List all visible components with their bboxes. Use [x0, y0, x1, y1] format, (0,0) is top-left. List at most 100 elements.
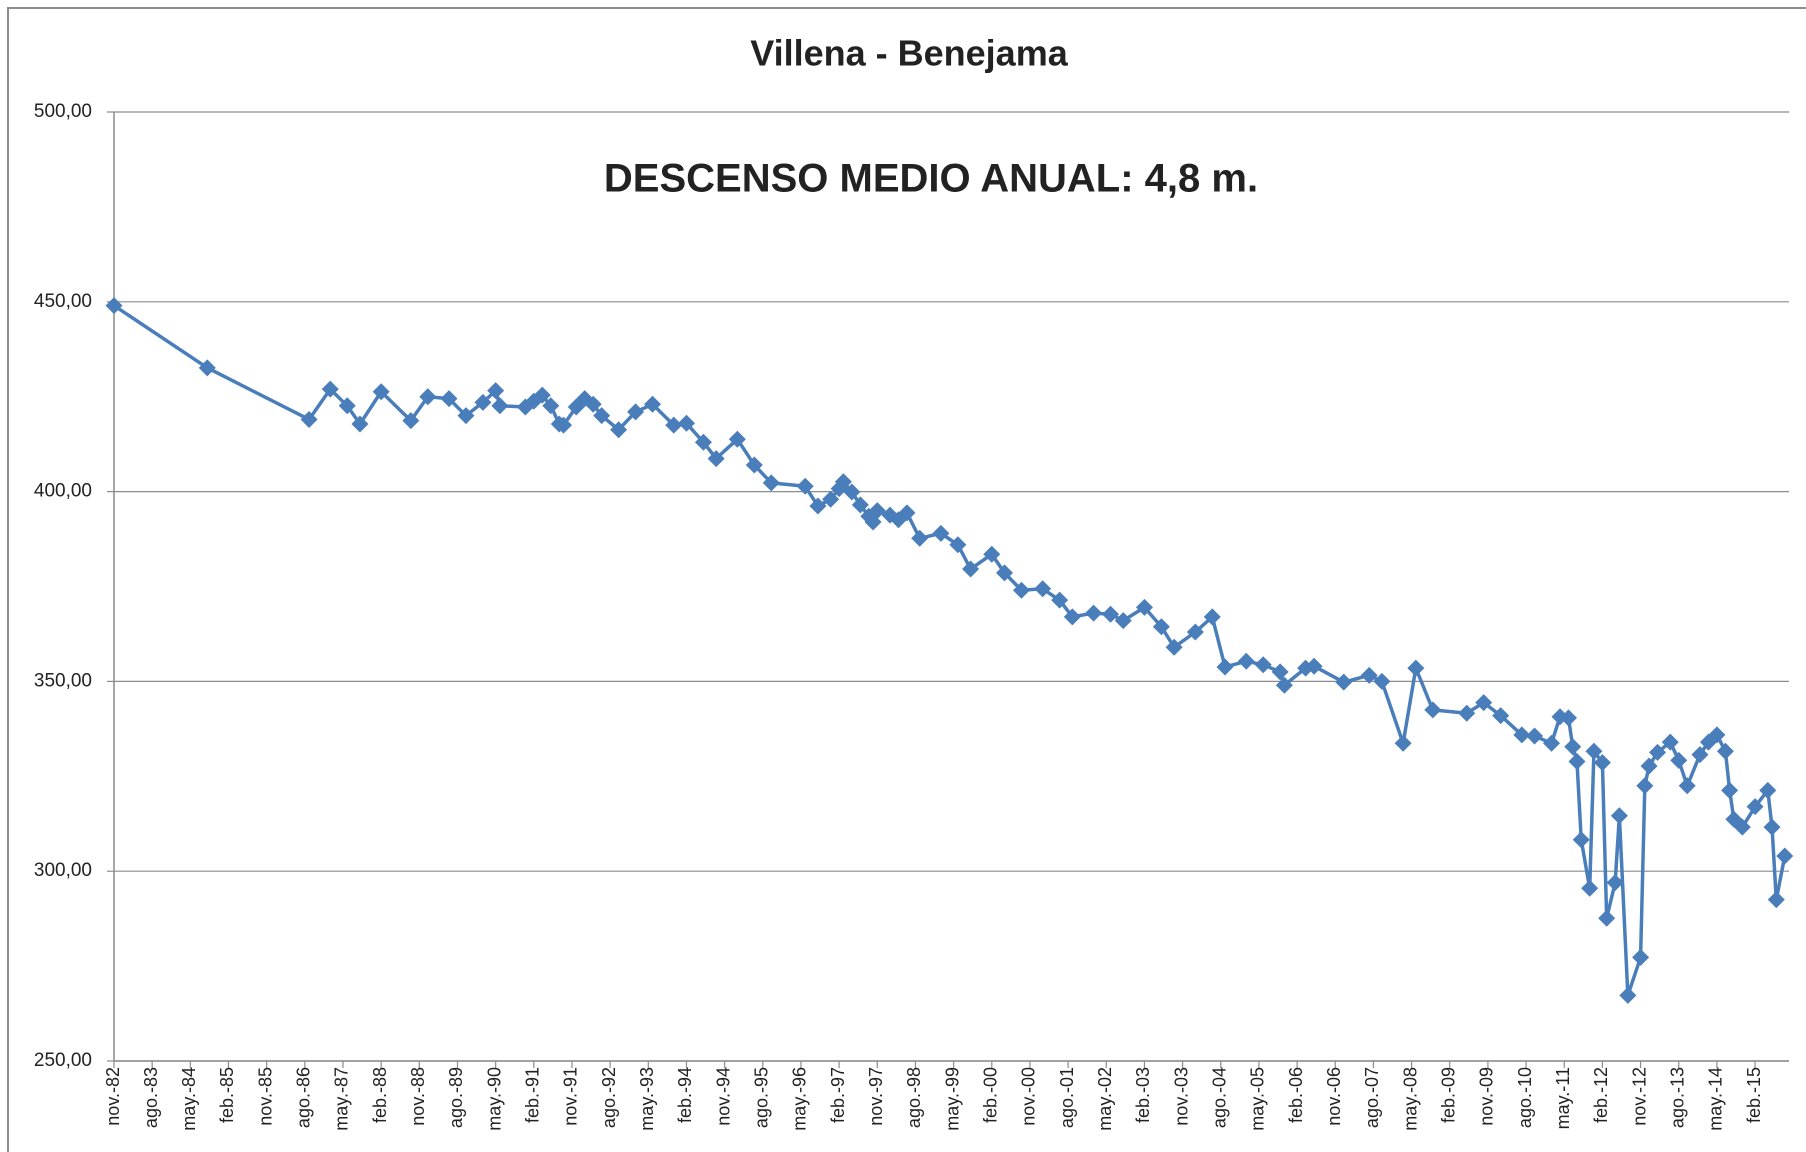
marker — [1568, 752, 1586, 770]
marker — [338, 397, 356, 415]
marker — [1632, 948, 1650, 966]
marker — [1585, 742, 1603, 760]
marker — [1424, 701, 1442, 719]
marker — [351, 415, 369, 433]
marker — [1746, 798, 1764, 816]
marker — [1492, 707, 1510, 725]
marker — [1394, 734, 1412, 752]
y-tick-label: 350,00 — [34, 670, 92, 691]
marker — [1649, 743, 1667, 761]
marker — [1572, 831, 1590, 849]
marker — [627, 403, 645, 421]
x-tick-label: nov.-12 — [1629, 1067, 1649, 1126]
marker — [474, 393, 492, 411]
marker — [745, 456, 763, 474]
marker — [584, 395, 602, 413]
x-tick-label: feb.-88 — [370, 1067, 390, 1123]
x-tick-label: feb.-09 — [1439, 1067, 1459, 1123]
x-tick-label: may.-05 — [1248, 1067, 1268, 1131]
marker — [1526, 727, 1544, 745]
x-tick-label: nov.-97 — [866, 1067, 886, 1126]
marker — [542, 397, 560, 415]
x-tick-label: ago.-01 — [1057, 1067, 1077, 1128]
x-tick-label: feb.-00 — [981, 1067, 1001, 1123]
x-tick-label: feb.-03 — [1133, 1067, 1153, 1123]
x-tick-label: nov.-82 — [103, 1067, 123, 1126]
marker — [809, 497, 827, 515]
marker — [610, 421, 628, 439]
marker — [796, 477, 814, 495]
marker — [1733, 818, 1751, 836]
marker — [1475, 694, 1493, 712]
y-tick-label: 400,00 — [34, 481, 92, 502]
y-tick-label: 500,00 — [34, 101, 92, 122]
marker — [402, 412, 420, 430]
x-tick-label: nov.-09 — [1477, 1067, 1497, 1126]
marker — [1305, 657, 1323, 675]
x-tick-label: nov.-88 — [408, 1067, 428, 1126]
marker — [440, 390, 458, 408]
marker — [491, 397, 509, 415]
marker — [1335, 673, 1353, 691]
marker — [1670, 751, 1688, 769]
x-tick-label: may.-96 — [790, 1067, 810, 1131]
x-tick-label: nov.-00 — [1019, 1067, 1039, 1126]
marker — [1763, 818, 1781, 836]
marker — [694, 433, 712, 451]
x-tick-label: nov.-94 — [713, 1067, 733, 1126]
marker — [1678, 777, 1696, 795]
marker — [962, 560, 980, 578]
marker — [1776, 847, 1794, 865]
marker — [1636, 777, 1654, 795]
marker — [1559, 709, 1577, 727]
marker — [1640, 757, 1658, 775]
marker — [1606, 874, 1624, 892]
x-tick-label: feb.-97 — [828, 1067, 848, 1123]
marker — [1593, 754, 1611, 772]
marker — [868, 502, 886, 520]
marker — [1012, 581, 1030, 599]
marker — [1085, 604, 1103, 622]
marker — [898, 504, 916, 522]
x-tick-label: nov.-91 — [561, 1067, 581, 1126]
y-tick-label: 450,00 — [34, 291, 92, 312]
x-tick-label: feb.-12 — [1591, 1067, 1611, 1123]
y-tick-label: 250,00 — [34, 1050, 92, 1071]
marker — [1691, 746, 1709, 764]
x-tick-label: may.-14 — [1706, 1067, 1726, 1131]
marker — [1619, 986, 1637, 1004]
x-tick-label: may.-90 — [484, 1067, 504, 1131]
marker — [1407, 659, 1425, 677]
x-tick-label: feb.-91 — [523, 1067, 543, 1123]
marker — [1063, 608, 1081, 626]
marker — [834, 473, 852, 491]
marker — [1051, 591, 1069, 609]
marker — [1581, 879, 1599, 897]
marker — [1543, 734, 1561, 752]
marker — [1610, 807, 1628, 825]
marker — [300, 410, 318, 428]
marker — [1708, 726, 1726, 744]
marker — [198, 359, 216, 377]
marker — [677, 414, 695, 432]
y-tick-label: 300,00 — [34, 860, 92, 881]
x-tick-label: ago.-10 — [1515, 1067, 1535, 1128]
x-tick-label: feb.-15 — [1744, 1067, 1764, 1123]
marker — [1373, 672, 1391, 690]
marker — [1165, 638, 1183, 656]
marker — [843, 483, 861, 501]
x-tick-label: nov.-06 — [1324, 1067, 1344, 1126]
marker — [851, 496, 869, 514]
marker — [1458, 704, 1476, 722]
marker — [1237, 652, 1255, 670]
marker — [593, 407, 611, 425]
marker — [1275, 676, 1293, 694]
x-tick-label: ago.-98 — [904, 1067, 924, 1128]
marker — [1564, 738, 1582, 756]
x-tick-label: may.-99 — [942, 1067, 962, 1131]
x-tick-label: feb.-94 — [675, 1067, 695, 1123]
x-tick-label: ago.-86 — [294, 1067, 314, 1128]
marker — [644, 395, 662, 413]
x-tick-label: nov.-85 — [255, 1067, 275, 1126]
x-tick-label: may.-93 — [637, 1067, 657, 1131]
